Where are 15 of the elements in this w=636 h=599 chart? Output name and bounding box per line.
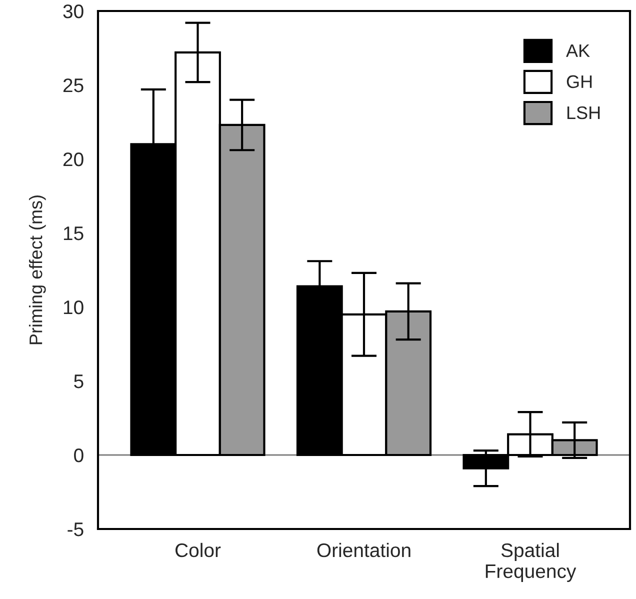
y-axis-title: Priming effect (ms)	[28, 196, 46, 344]
y-tick-label: 20	[63, 152, 84, 166]
x-tick-label: Spatial Frequency	[486, 542, 576, 582]
legend-label: LSH	[567, 106, 600, 120]
legend-label: AK	[566, 44, 590, 57]
x-tick-label: Color	[176, 542, 221, 558]
y-tick-label: -5	[68, 522, 84, 536]
y-tick-label: 0	[74, 448, 84, 462]
x-tick-label: Orientation	[317, 542, 410, 558]
y-tick-label: 5	[74, 374, 84, 388]
y-tick-label: 10	[64, 300, 84, 314]
y-tick-label: 25	[63, 78, 84, 92]
y-tick-label: 30	[63, 4, 84, 18]
y-tick-label: 15	[64, 226, 84, 240]
legend-label: GH	[566, 75, 592, 88]
